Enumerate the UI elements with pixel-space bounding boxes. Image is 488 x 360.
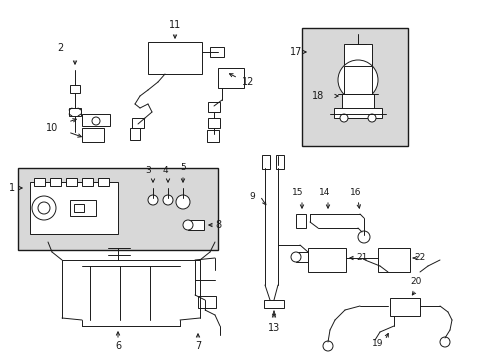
- Bar: [275, 155, 284, 169]
- Text: 12: 12: [242, 77, 254, 87]
- Bar: [206, 130, 219, 142]
- Text: 13: 13: [267, 323, 280, 333]
- Circle shape: [357, 231, 369, 243]
- Bar: [333, 108, 381, 118]
- Bar: [343, 66, 371, 94]
- Text: 15: 15: [292, 188, 303, 197]
- Text: 10: 10: [46, 123, 58, 133]
- Bar: [264, 300, 284, 308]
- Bar: [132, 118, 143, 128]
- Circle shape: [183, 220, 193, 230]
- Bar: [209, 47, 224, 57]
- Bar: [389, 298, 419, 316]
- Bar: [98, 178, 109, 186]
- Bar: [70, 200, 96, 216]
- Bar: [82, 178, 93, 186]
- Text: 6: 6: [115, 341, 121, 351]
- Circle shape: [176, 195, 190, 209]
- Bar: [343, 44, 371, 66]
- Circle shape: [290, 252, 301, 262]
- Circle shape: [38, 202, 50, 214]
- Bar: [302, 28, 407, 146]
- Circle shape: [367, 114, 375, 122]
- Circle shape: [163, 195, 173, 205]
- Text: 17: 17: [289, 47, 302, 57]
- Circle shape: [323, 341, 332, 351]
- Bar: [377, 248, 409, 272]
- Text: 18: 18: [311, 91, 324, 101]
- Bar: [341, 94, 373, 114]
- Text: 8: 8: [215, 220, 221, 230]
- Bar: [74, 204, 84, 212]
- Bar: [218, 68, 244, 88]
- Text: 21: 21: [356, 253, 367, 262]
- Bar: [130, 128, 140, 140]
- Bar: [70, 85, 80, 93]
- Bar: [207, 118, 220, 128]
- Bar: [295, 252, 307, 262]
- Bar: [66, 178, 77, 186]
- Bar: [207, 102, 220, 112]
- Text: 3: 3: [145, 166, 151, 175]
- Text: 7: 7: [195, 341, 201, 351]
- Text: 9: 9: [248, 192, 254, 201]
- Text: 19: 19: [371, 339, 383, 348]
- Bar: [148, 42, 202, 74]
- Text: 1: 1: [9, 183, 15, 193]
- Circle shape: [92, 117, 100, 125]
- Bar: [18, 168, 218, 250]
- Text: 11: 11: [168, 20, 181, 30]
- Text: 2: 2: [57, 43, 63, 53]
- Text: 4: 4: [162, 166, 167, 175]
- Bar: [198, 296, 216, 308]
- Text: 14: 14: [319, 188, 330, 197]
- Circle shape: [439, 337, 449, 347]
- Circle shape: [339, 114, 347, 122]
- Bar: [30, 182, 118, 234]
- Bar: [187, 220, 203, 230]
- Bar: [69, 108, 81, 116]
- Bar: [34, 178, 45, 186]
- Bar: [295, 214, 305, 228]
- Text: 5: 5: [180, 162, 185, 171]
- Text: 16: 16: [349, 188, 361, 197]
- Bar: [307, 248, 346, 272]
- Bar: [82, 114, 110, 126]
- Bar: [262, 155, 269, 169]
- Circle shape: [32, 196, 56, 220]
- Text: 22: 22: [413, 253, 425, 262]
- Circle shape: [148, 195, 158, 205]
- Circle shape: [337, 60, 377, 100]
- Bar: [50, 178, 61, 186]
- Text: 20: 20: [409, 278, 421, 287]
- Bar: [82, 128, 104, 142]
